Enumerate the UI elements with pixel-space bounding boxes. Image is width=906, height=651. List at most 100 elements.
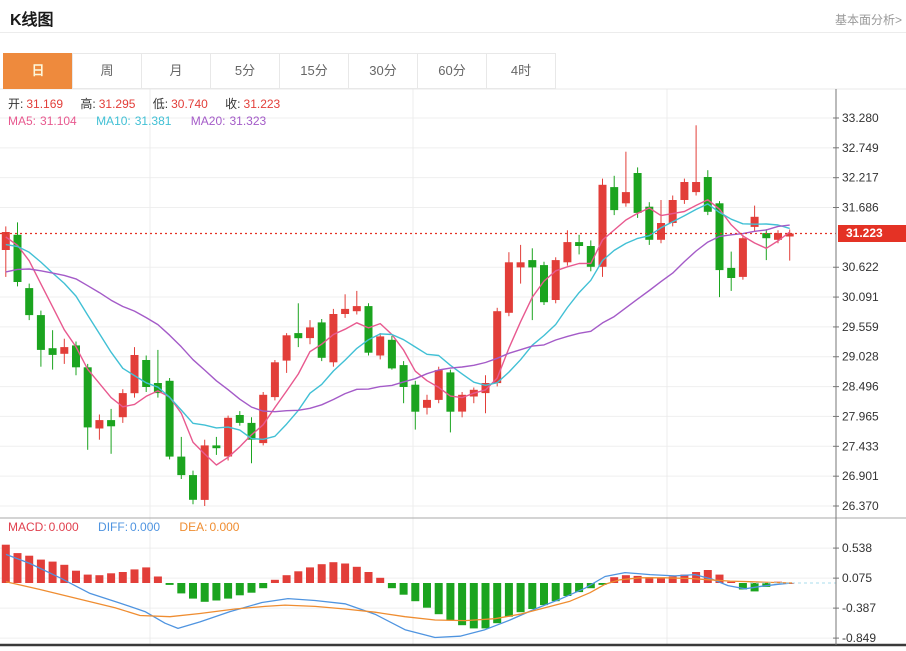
macd-bar (633, 575, 642, 583)
ma20-line (5, 224, 790, 413)
candle-body (481, 383, 490, 394)
axis-label: 27.433 (842, 439, 879, 453)
macd-bar (645, 577, 654, 583)
candle-body (83, 367, 92, 428)
candle-body (25, 288, 34, 316)
macd-bar (270, 579, 279, 583)
candle-body (528, 260, 537, 268)
macd-bar (657, 577, 665, 583)
macd-bar (247, 583, 256, 593)
candle-body (153, 383, 162, 394)
macd-bar (48, 561, 57, 583)
macd-value: 0.000 (48, 520, 79, 534)
candle-body (727, 267, 736, 278)
axis-label: 30.091 (842, 290, 879, 304)
macd-bar (516, 583, 525, 613)
macd-bar (563, 583, 572, 596)
ohlc-legend: 开: 31.169 高: 31.295 低: 30.740 收: 31.223 (8, 95, 280, 112)
candle-body (235, 415, 244, 423)
candle-body (493, 311, 502, 384)
axis-label: 29.028 (842, 350, 879, 364)
macd-bar (107, 573, 116, 583)
candle-body (692, 182, 701, 193)
candle-body (294, 333, 303, 339)
axis-label: 31.686 (842, 201, 879, 215)
tab-month[interactable]: 月 (141, 53, 211, 89)
axis-label: 0.538 (842, 541, 872, 555)
axis-label: 26.370 (842, 499, 879, 513)
macd-bar (434, 583, 443, 615)
macd-bar (668, 576, 677, 583)
candle-body (446, 372, 455, 412)
macd-bar (364, 572, 373, 583)
macd-bar (259, 583, 268, 589)
candle-body (306, 327, 314, 339)
macd-bar (586, 583, 595, 589)
ma5-label: MA5: (8, 114, 37, 128)
macd-bar (540, 583, 548, 606)
candle-body (621, 192, 630, 204)
macd-bar (200, 583, 209, 602)
macd-bar (177, 583, 186, 594)
fundamental-analysis-link[interactable]: 基本面分析> (834, 13, 902, 27)
candle-body (738, 238, 747, 277)
candle-body (516, 262, 525, 268)
tab-week[interactable]: 周 (72, 53, 142, 89)
candle-body (60, 347, 69, 354)
page-title: K线图 (10, 12, 54, 29)
tab-4hour[interactable]: 4时 (486, 53, 556, 89)
macd-bar (83, 574, 92, 583)
candle-body (657, 223, 665, 240)
candle-body (212, 445, 221, 449)
macd-bar (598, 583, 607, 585)
macd-bar (352, 566, 361, 583)
macd-bar (317, 564, 326, 583)
axis-label: 29.559 (842, 320, 879, 334)
axis-label: 32.217 (842, 171, 879, 185)
candle-body (107, 420, 116, 427)
high-value: 31.295 (98, 97, 136, 111)
tab-15min[interactable]: 15分 (279, 53, 349, 89)
macd-bar (493, 583, 502, 624)
axis-label: 32.749 (842, 141, 879, 155)
macd-bar (212, 583, 221, 601)
macd-bar (528, 583, 537, 609)
macd-bar (25, 555, 34, 583)
macd-bar (469, 583, 478, 629)
ma-legend: MA5: 31.104 MA10: 31.381 MA20: 31.323 (8, 114, 266, 128)
candle-body (750, 216, 759, 227)
tab-60min[interactable]: 60分 (417, 53, 487, 89)
tab-5min[interactable]: 5分 (210, 53, 280, 89)
macd-label: MACD: (8, 520, 47, 534)
macd-bar (738, 583, 747, 590)
macd-bar (692, 572, 701, 583)
candle-body (575, 242, 584, 246)
tab-30min[interactable]: 30分 (348, 53, 418, 89)
ma10-line (5, 203, 790, 440)
macd-bar (399, 583, 408, 595)
macd-bar (142, 567, 151, 583)
macd-bar (60, 564, 69, 583)
macd-bar (575, 583, 584, 593)
period-tabs: 日 周 月 5分 15分 30分 60分 4时 (3, 53, 556, 89)
diff-label: DIFF: (98, 520, 129, 534)
macd-bar (481, 583, 490, 629)
candle-body (177, 456, 186, 476)
candle-body (668, 200, 677, 223)
open-value: 31.169 (26, 97, 64, 111)
macd-bar (762, 583, 771, 587)
macd-bar (610, 577, 619, 583)
candle-body (13, 234, 22, 282)
ma10-label: MA10: (96, 114, 131, 128)
candle-body (36, 315, 45, 350)
axis-label: 30.622 (842, 260, 879, 274)
candle-body (633, 173, 642, 213)
ma10-value: 31.381 (134, 114, 172, 128)
macd-bar (36, 559, 45, 583)
open-label: 开: (8, 97, 24, 111)
candle-body (364, 306, 373, 353)
candle-body (703, 177, 712, 212)
candle-body (259, 394, 268, 444)
tab-day[interactable]: 日 (3, 53, 73, 89)
